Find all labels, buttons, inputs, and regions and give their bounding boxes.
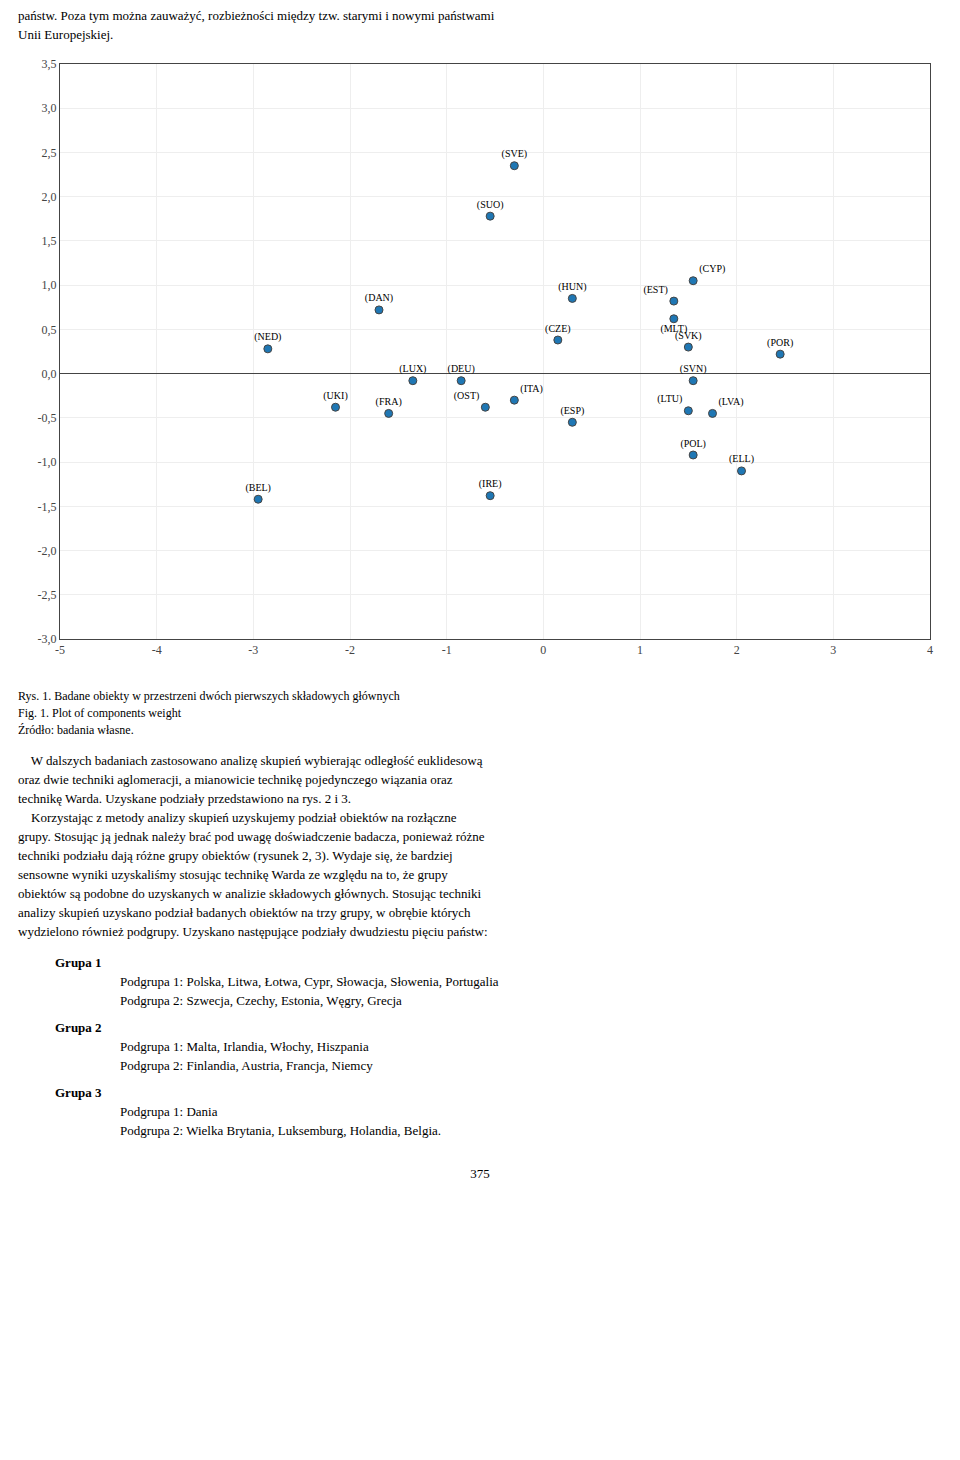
html-text:techniki podziału dają różne g: techniki podziału dają różne grupy obiek…: [18, 848, 453, 863]
html-text:obiektów są podobne do uzyskan: obiektów są podobne do uzyskanych w anal…: [18, 886, 482, 901]
html-text:analizy skupień uzyskano podzi: analizy skupień uzyskano podział badanyc…: [18, 905, 471, 920]
svg-text:0,0: 0,0: [42, 367, 57, 381]
svg-text:1,5: 1,5: [42, 234, 57, 248]
svg-text:(LTU): (LTU): [657, 393, 682, 405]
html-text:Grupa 1: Grupa 1: [55, 955, 102, 970]
svg-text:-0,5: -0,5: [38, 411, 57, 425]
html-text:Unii Europejskiej.: Unii Europejskiej.: [18, 27, 114, 42]
svg-text:1: 1: [637, 643, 643, 657]
svg-text:4: 4: [927, 643, 933, 657]
svg-text:-2,5: -2,5: [38, 588, 57, 602]
svg-text:-1: -1: [442, 643, 452, 657]
svg-text:(UKI): (UKI): [323, 390, 347, 402]
svg-text:2,0: 2,0: [42, 190, 57, 204]
html-text:Podgrupa 2: Szwecja, Czechy, E: Podgrupa 2: Szwecja, Czechy, Estonia, Wę…: [120, 993, 402, 1008]
html-text:Podgrupa 1: Polska, Litwa, Łot: Podgrupa 1: Polska, Litwa, Łotwa, Cypr, …: [120, 974, 499, 989]
svg-text:(CZE): (CZE): [545, 323, 571, 335]
svg-text:(SUO): (SUO): [477, 199, 504, 211]
svg-text:(DEU): (DEU): [448, 363, 475, 375]
svg-text:(HUN): (HUN): [558, 281, 586, 293]
svg-text:2: 2: [734, 643, 740, 657]
svg-text:(LVA): (LVA): [719, 396, 744, 408]
svg-text:(DAN): (DAN): [365, 292, 393, 304]
svg-text:3,5: 3,5: [42, 57, 57, 71]
html-text:Korzystając z metody analizy s: Korzystając z metody analizy skupień uzy…: [18, 810, 457, 825]
svg-text:(IRE): (IRE): [479, 478, 502, 490]
html-text:Podgrupa 2: Finlandia, Austria: Podgrupa 2: Finlandia, Austria, Francja,…: [120, 1058, 373, 1073]
html-text:oraz dwie techniki aglomeracji: oraz dwie techniki aglomeracji, a mianow…: [18, 772, 453, 787]
html-text:technikę Warda. Uzyskane podzi: technikę Warda. Uzyskane podziały przeds…: [18, 791, 351, 806]
svg-text:(SVE): (SVE): [502, 148, 528, 160]
html-text:375: 375: [470, 1166, 490, 1181]
svg-text:-3: -3: [248, 643, 258, 657]
svg-text:2,5: 2,5: [42, 146, 57, 160]
svg-text:(ELL): (ELL): [729, 453, 754, 465]
html-text:Podgrupa 1: Malta, Irlandia, W: Podgrupa 1: Malta, Irlandia, Włochy, His…: [120, 1039, 369, 1054]
svg-text:-5: -5: [55, 643, 65, 657]
svg-text:(SVN): (SVN): [680, 363, 707, 375]
svg-text:-2: -2: [345, 643, 355, 657]
svg-text:(POL): (POL): [680, 438, 706, 450]
svg-text:0: 0: [540, 643, 546, 657]
html-text:Podgrupa 2: Wielka Brytania, L: Podgrupa 2: Wielka Brytania, Luksemburg,…: [120, 1123, 441, 1138]
svg-text:(CYP): (CYP): [699, 263, 725, 275]
html-text:Źródło: badania własne.: Źródło: badania własne.: [18, 723, 134, 737]
svg-text:-2,0: -2,0: [38, 544, 57, 558]
svg-text:(ESP): (ESP): [560, 405, 584, 417]
svg-text:3,0: 3,0: [42, 101, 57, 115]
svg-text:(MLT): (MLT): [660, 323, 687, 335]
svg-text:-1,0: -1,0: [38, 455, 57, 469]
svg-text:(SVK): (SVK): [675, 330, 702, 342]
svg-text:(NED): (NED): [254, 331, 281, 343]
svg-text:-4: -4: [152, 643, 162, 657]
html-text:Grupa 3: Grupa 3: [55, 1085, 102, 1100]
svg-text:(EST): (EST): [643, 284, 667, 296]
svg-text:1,0: 1,0: [42, 278, 57, 292]
html-text:państw. Poza tym można zauważy: państw. Poza tym można zauważyć, rozbież…: [18, 8, 495, 23]
svg-text:(OST): (OST): [454, 390, 480, 402]
svg-text:0,5: 0,5: [42, 323, 57, 337]
html-text:W dalszych badaniach zastosowa: W dalszych badaniach zastosowano analizę…: [18, 753, 483, 768]
html-text:grupy. Stosując ją jednak nale: grupy. Stosując ją jednak należy brać po…: [18, 829, 485, 844]
html-text:Rys. 1. Badane obiekty w przes: Rys. 1. Badane obiekty w przestrzeni dwó…: [18, 689, 400, 703]
svg-text:-1,5: -1,5: [38, 500, 57, 514]
html-text:sensowne wyniki uzyskaliśmy st: sensowne wyniki uzyskaliśmy stosując tec…: [18, 867, 448, 882]
html-text:Fig. 1. Plot of components wei: Fig. 1. Plot of components weight: [18, 706, 181, 720]
svg-text:-3,0: -3,0: [38, 632, 57, 646]
svg-text:(BEL): (BEL): [245, 482, 271, 494]
svg-text:3: 3: [830, 643, 836, 657]
html-text:Podgrupa 1: Dania: Podgrupa 1: Dania: [120, 1104, 218, 1119]
svg-text:(ITA): (ITA): [520, 383, 543, 395]
svg-text:(FRA): (FRA): [376, 396, 402, 408]
svg-text:(POR): (POR): [767, 337, 793, 349]
html-text:wydzielono również podgrupy. U: wydzielono również podgrupy. Uzyskano na…: [18, 924, 488, 939]
html-text:Grupa 2: Grupa 2: [55, 1020, 102, 1035]
svg-text:(LUX): (LUX): [399, 363, 426, 375]
